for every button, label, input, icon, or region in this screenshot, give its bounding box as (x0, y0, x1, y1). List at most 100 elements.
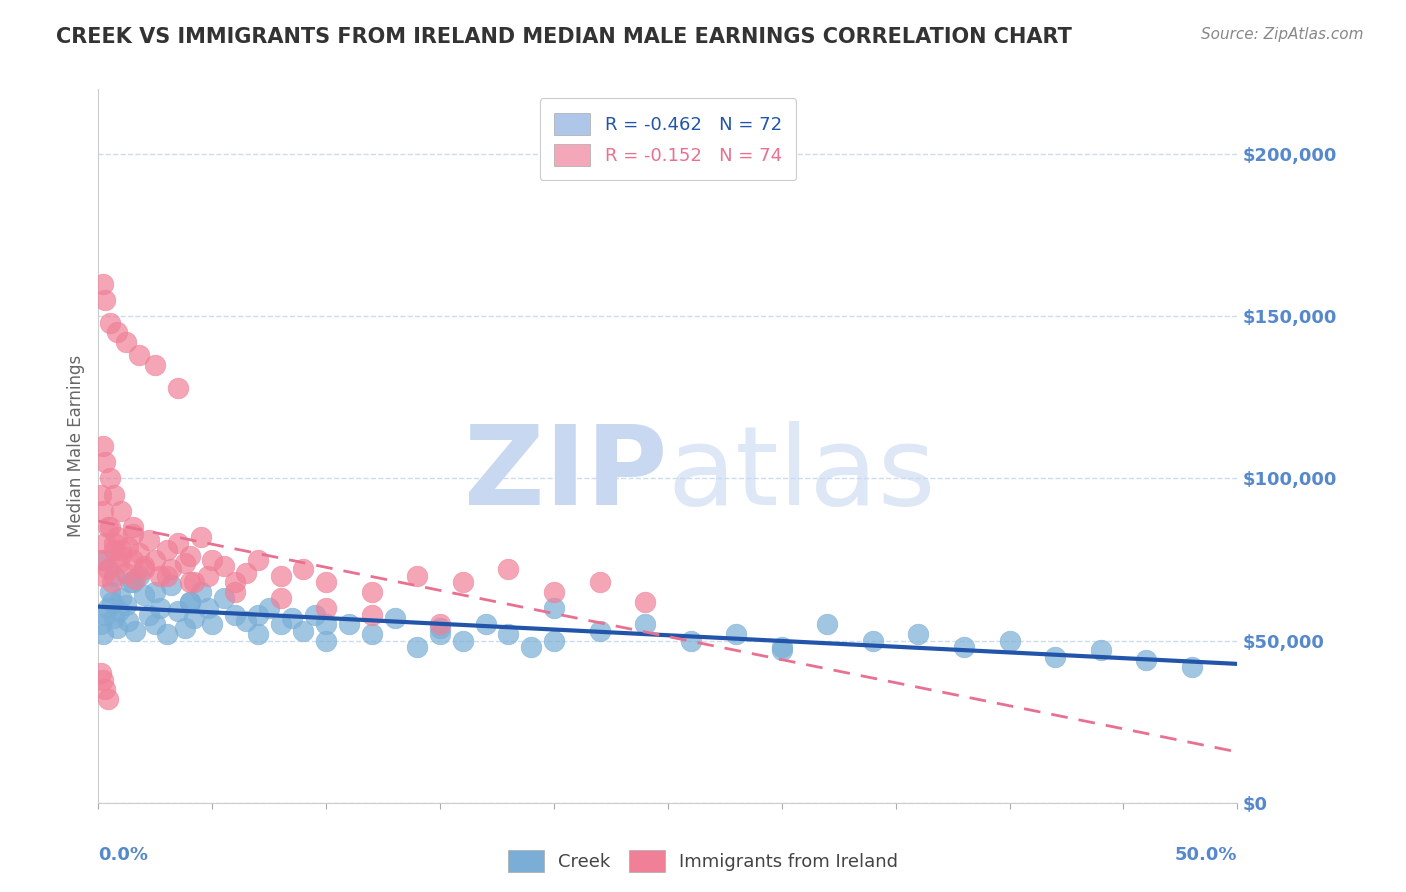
Point (94, 455, 117, 469)
Point (91, 627, 114, 641)
Point (132, 588, 155, 602)
Point (145, 358, 167, 372)
Point (110, 542, 132, 557)
Point (212, 591, 235, 606)
Point (1043, 649, 1066, 664)
Point (360, 585, 382, 599)
Point (110, 504, 132, 518)
Y-axis label: Median Male Earnings: Median Male Earnings (66, 355, 84, 537)
Point (190, 585, 212, 599)
Point (160, 562, 183, 576)
Point (815, 617, 838, 632)
Point (90, 666, 112, 681)
Point (235, 566, 257, 580)
Point (770, 640, 793, 654)
Point (498, 627, 520, 641)
Text: 50.0%: 50.0% (1175, 846, 1237, 863)
Point (270, 591, 292, 606)
Point (179, 575, 201, 590)
Point (121, 575, 143, 590)
Point (907, 627, 929, 641)
Point (103, 568, 125, 582)
Point (474, 617, 496, 632)
Point (103, 488, 125, 502)
Point (138, 533, 160, 547)
Point (212, 559, 235, 574)
Point (124, 624, 146, 638)
Point (270, 568, 292, 582)
Point (451, 633, 474, 648)
Point (197, 568, 219, 582)
Point (1135, 653, 1157, 667)
Point (105, 326, 128, 340)
Point (105, 530, 128, 544)
Point (360, 607, 382, 622)
Point (149, 568, 172, 582)
Point (91, 504, 114, 518)
Point (101, 595, 124, 609)
Point (246, 627, 269, 641)
Point (98, 471, 121, 485)
Point (110, 591, 132, 606)
Point (105, 621, 128, 635)
Point (246, 607, 269, 622)
Point (174, 556, 197, 570)
Point (90, 552, 112, 566)
Point (315, 617, 337, 632)
Point (543, 601, 565, 615)
Point (149, 601, 172, 615)
Point (406, 640, 429, 654)
Point (183, 575, 205, 590)
Point (114, 598, 136, 612)
Point (520, 640, 543, 654)
Point (132, 559, 155, 574)
Point (145, 585, 167, 599)
Point (224, 575, 246, 590)
Point (862, 633, 884, 648)
Point (1181, 659, 1204, 673)
Point (167, 536, 190, 550)
Point (179, 549, 201, 564)
Point (725, 627, 748, 641)
Point (94, 552, 117, 566)
Point (953, 640, 976, 654)
Point (96, 692, 118, 706)
Point (94, 536, 117, 550)
Point (101, 575, 124, 590)
Point (292, 562, 315, 576)
Point (270, 617, 292, 632)
Point (94, 682, 117, 697)
Point (98, 316, 121, 330)
Point (117, 540, 139, 554)
Point (98, 585, 121, 599)
Point (132, 562, 155, 576)
Point (315, 633, 337, 648)
Point (103, 542, 125, 557)
Point (190, 530, 212, 544)
Point (96, 562, 118, 576)
Point (315, 575, 337, 590)
Point (770, 643, 793, 657)
Point (98, 520, 121, 534)
Point (145, 617, 167, 632)
Legend: R = -0.462   N = 72, R = -0.152   N = 74: R = -0.462 N = 72, R = -0.152 N = 74 (540, 98, 796, 180)
Point (679, 633, 702, 648)
Point (121, 552, 143, 566)
Point (90, 488, 112, 502)
Point (103, 611, 125, 625)
Text: atlas: atlas (668, 421, 936, 528)
Point (156, 627, 179, 641)
Point (201, 617, 224, 632)
Point (588, 624, 610, 638)
Point (224, 607, 246, 622)
Point (384, 611, 406, 625)
Point (429, 621, 451, 635)
Point (117, 614, 139, 628)
Point (1090, 643, 1112, 657)
Point (91, 568, 114, 582)
Point (304, 607, 326, 622)
Point (91, 673, 114, 687)
Point (406, 568, 429, 582)
Point (259, 601, 281, 615)
Point (179, 595, 201, 609)
